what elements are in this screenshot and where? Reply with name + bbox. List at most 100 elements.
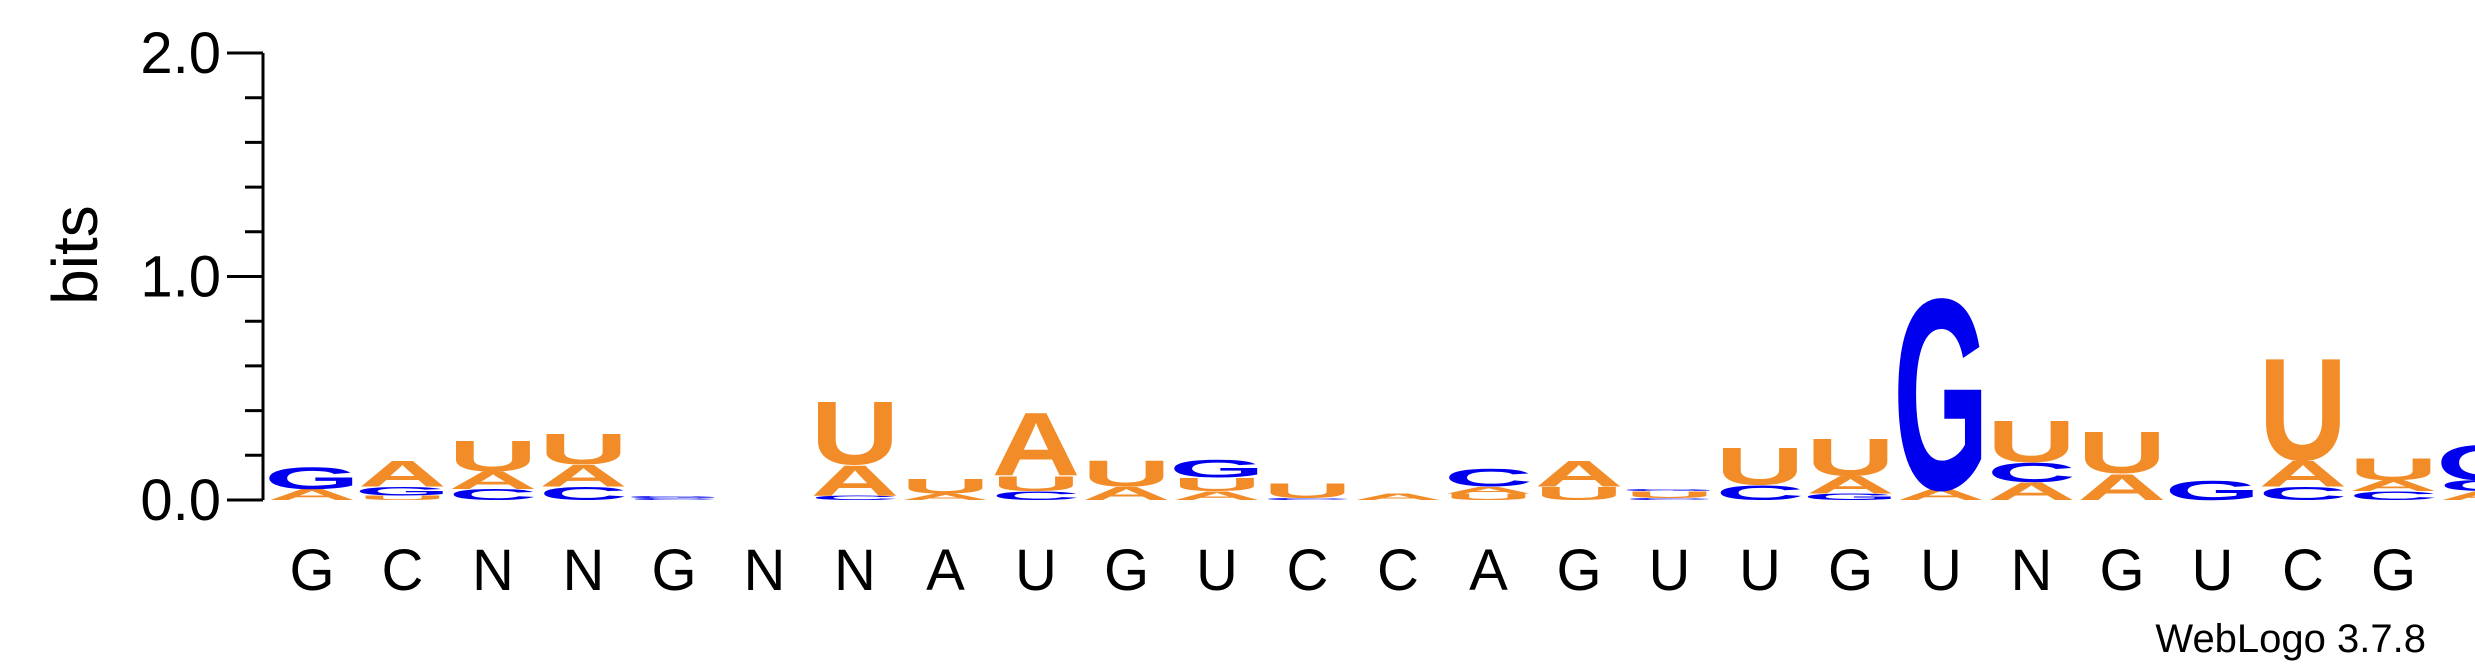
logo-letter-u: U <box>2078 421 2167 486</box>
logo-letter-a: A <box>1987 478 2076 506</box>
consensus-label: C <box>2282 538 2324 603</box>
weblogo-credit: WebLogo 3.7.8 <box>2155 617 2426 661</box>
consensus-label: C <box>382 538 424 603</box>
logo-letter-g: G <box>1622 488 1718 491</box>
logo-letter-u: U <box>2349 452 2438 487</box>
logo-letter-c: C <box>1263 497 1352 500</box>
consensus-label: N <box>2011 538 2053 603</box>
logo-letter-a: A <box>1535 453 1624 494</box>
consensus-label: U <box>1739 538 1781 603</box>
consensus-label: N <box>472 538 514 603</box>
logo-column: CUG <box>1622 488 1718 500</box>
logo-letter-u: U <box>1716 437 1805 496</box>
logo-column: UA <box>1535 453 1624 504</box>
y-axis: 0.0 1.0 2.0 <box>140 21 265 533</box>
consensus-label: U <box>1015 538 1057 603</box>
logo-column: G <box>2165 475 2261 506</box>
logo-column: UAC <box>1444 464 1533 502</box>
logo-letter-a: A <box>449 466 538 494</box>
logo-letter-a: A <box>1173 489 1262 503</box>
consensus-label: U <box>2192 538 2234 603</box>
logo-column: AG <box>1893 241 1989 547</box>
logo-letter-u: U <box>358 494 447 501</box>
logo-letter-c: C <box>539 483 628 504</box>
y-tick-label: 1.0 <box>140 245 221 310</box>
logo-letter-u: U <box>1806 428 1895 487</box>
y-axis-title: bits <box>39 205 111 305</box>
logo-letter-u: U <box>1444 492 1533 502</box>
logo-letter-u: U <box>1173 474 1262 495</box>
logo-letter-g: G <box>2436 435 2475 491</box>
consensus-label: G <box>1556 538 1601 603</box>
logo-letter-g: G <box>355 484 451 498</box>
logo-letter-a: A <box>268 486 357 503</box>
logo-column: CU <box>1716 437 1805 505</box>
consensus-label: C <box>1287 538 1329 603</box>
logo-column: A <box>1354 492 1443 502</box>
logo-letter-c: C <box>449 486 538 503</box>
logo-column: CAU <box>2259 328 2348 504</box>
logo-letter-g: G <box>626 495 722 498</box>
logo-letter-c: C <box>2259 483 2348 504</box>
logo-column: AU <box>901 474 990 502</box>
consensus-label: G <box>2099 538 2144 603</box>
logo-column: CU <box>1263 478 1352 502</box>
logo-letter-g: G <box>1803 492 1899 502</box>
logo-letter-a: A <box>1897 486 1986 503</box>
logo-column: AG <box>264 461 360 504</box>
logo-column: AU <box>1082 453 1171 504</box>
logo-letter-g: G <box>1893 241 1989 547</box>
consensus-label: N <box>744 538 786 603</box>
consensus-label: U <box>1920 538 1962 603</box>
logo-letter-u: U <box>901 474 990 498</box>
consensus-label: N <box>834 538 876 603</box>
consensus-label: C <box>1377 538 1419 603</box>
logo-letter-a: A <box>1806 471 1895 499</box>
logo-column: CAU <box>2349 452 2438 503</box>
consensus-label: A <box>926 538 965 603</box>
logo-letter-a: A <box>1444 485 1533 495</box>
logo-letter-a: A <box>358 453 447 494</box>
logo-letter-c: C <box>630 497 719 500</box>
logo-letter-a: A <box>539 459 628 494</box>
logo-letter-c: C <box>1625 497 1714 500</box>
logo-letter-a: A <box>2078 467 2167 508</box>
consensus-label: U <box>1649 538 1691 603</box>
logo-letter-c: C <box>1987 457 2076 488</box>
logo-letter-a: A <box>2349 477 2438 494</box>
consensus-label: G <box>651 538 696 603</box>
logo-letter-u: U <box>539 425 628 474</box>
consensus-label: A <box>1469 538 1508 603</box>
logo-letter-g: G <box>1169 455 1265 483</box>
y-tick-label: 2.0 <box>140 21 221 86</box>
logo-letter-c: C <box>2349 489 2438 503</box>
logo-letter-u: U <box>1082 453 1171 494</box>
logo-letter-g: G <box>264 461 360 496</box>
logo-column: ACU <box>1987 409 2076 505</box>
logo-letter-u: U <box>1263 478 1352 502</box>
logo-letter-c: C <box>992 489 1081 503</box>
logo-column: CAU <box>449 432 538 504</box>
logo-column: CUA <box>992 394 1081 502</box>
logo-letter-a: A <box>2259 453 2348 494</box>
logo-letter-u: U <box>449 432 538 481</box>
logo-letter-u: U <box>1987 409 2076 474</box>
consensus-label: G <box>2371 538 2416 603</box>
logo-column: CAU <box>811 383 900 505</box>
logo-column: ACG <box>2436 435 2475 503</box>
logo-column: CAU <box>539 425 628 504</box>
logo-column: UGA <box>355 453 451 501</box>
consensus-label: G <box>1828 538 1873 603</box>
logo-letter-a: A <box>2440 489 2475 503</box>
logo-letter-c: C <box>811 494 900 501</box>
logo-column: CG <box>626 495 722 501</box>
logo-column: GAU <box>1803 428 1899 502</box>
logo-letter-a: A <box>992 394 1081 494</box>
logo-column: AUG <box>1169 455 1265 502</box>
consensus-label: N <box>563 538 605 603</box>
logo-letter-c: C <box>1716 480 1805 504</box>
logo-letter-u: U <box>811 383 900 483</box>
